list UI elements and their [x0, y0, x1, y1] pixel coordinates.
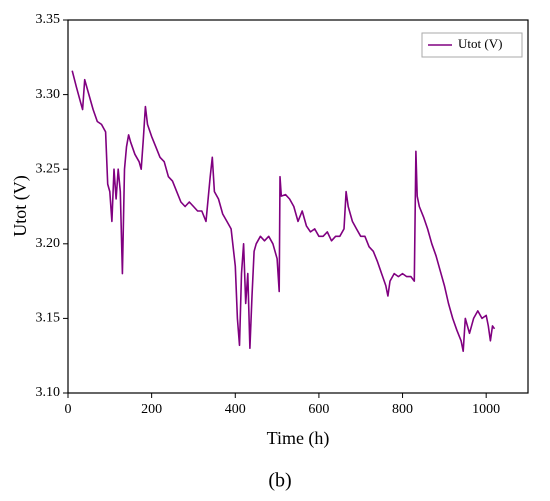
y-tick-label: 3.25 [36, 161, 61, 176]
y-tick-label: 3.20 [36, 236, 61, 251]
x-tick-label: 200 [141, 402, 162, 417]
y-tick-label: 3.10 [36, 385, 61, 400]
legend-text: Utot (V) [458, 36, 502, 51]
x-tick-label: 600 [308, 402, 329, 417]
y-tick-label: 3.15 [36, 311, 61, 326]
y-tick-label: 3.35 [36, 12, 61, 27]
caption: (b) [268, 470, 291, 492]
x-tick-label: 800 [392, 402, 413, 417]
x-tick-label: 0 [65, 402, 72, 417]
data-line [71, 70, 496, 352]
x-tick-label: 400 [225, 402, 246, 417]
y-tick-label: 3.30 [36, 87, 61, 102]
plot-frame [67, 19, 529, 394]
x-tick-label: 1000 [472, 402, 500, 417]
y-axis-label: Utot (V) [10, 175, 31, 237]
x-axis-label: Time (h) [267, 428, 330, 449]
